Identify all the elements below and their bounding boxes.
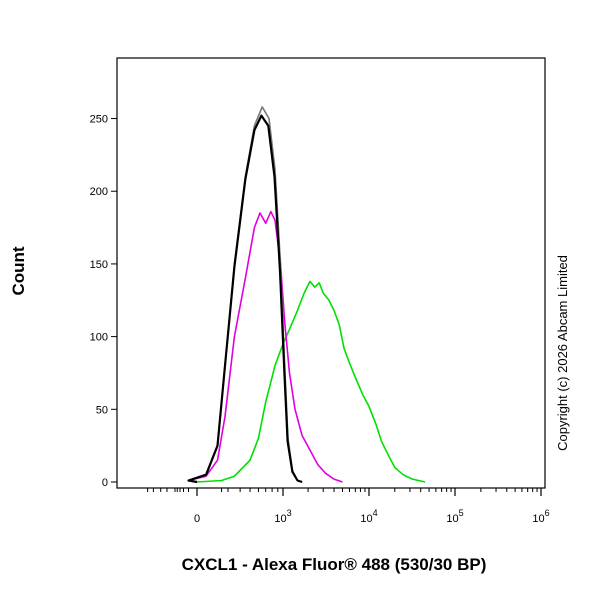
y-tick-label: 50 <box>96 404 108 416</box>
y-tick-label: 100 <box>90 332 108 344</box>
series-line-1 <box>196 280 426 483</box>
y-axis: 0 50 100 150 200 250 <box>90 114 117 489</box>
series-line-2 <box>187 210 343 483</box>
x-axis: 0 103 104 105 106 <box>147 488 550 525</box>
series-layer <box>187 106 426 484</box>
copyright-notice: Copyright (c) 2026 Abcam Limited <box>555 255 570 451</box>
x-tick-label: 105 <box>446 508 463 525</box>
x-tick-label: 106 <box>532 508 549 525</box>
x-tick-label: 0 <box>194 513 200 525</box>
series-line-3 <box>187 106 303 483</box>
series-line-4 <box>187 114 303 484</box>
y-tick-label: 200 <box>90 186 108 198</box>
y-tick-label: 250 <box>90 114 108 126</box>
y-tick-label: 0 <box>102 477 108 489</box>
y-axis-label: Count <box>9 246 28 295</box>
y-tick-label: 150 <box>90 259 108 271</box>
x-tick-label: 103 <box>274 508 291 525</box>
x-tick-label: 104 <box>360 508 377 525</box>
x-axis-label: CXCL1 - Alexa Fluor® 488 (530/30 BP) <box>182 555 487 574</box>
plot-frame <box>116 57 546 489</box>
